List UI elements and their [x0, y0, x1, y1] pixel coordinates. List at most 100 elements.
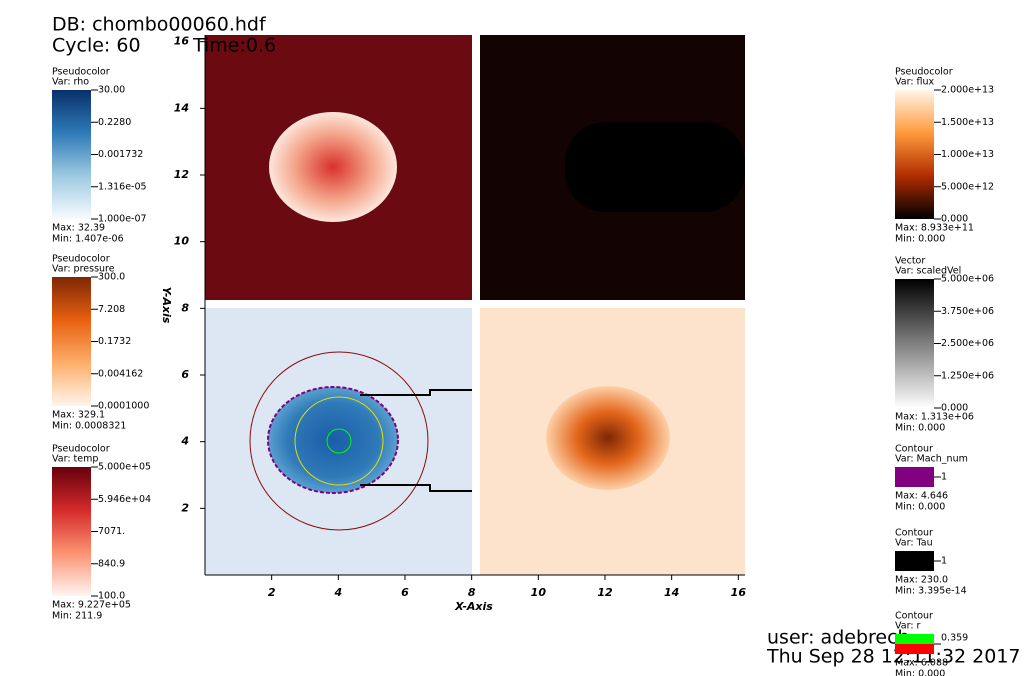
x-tick-label: 12	[597, 586, 613, 599]
y-tick-label: 10	[174, 235, 190, 248]
colorbar-label: 0.000	[941, 403, 968, 414]
x-tick-label: 8	[468, 586, 476, 599]
legend-title: Pseudocolor	[52, 444, 110, 455]
colorbar-label: 840.9	[98, 558, 125, 569]
colorbar-label: 300.0	[98, 272, 125, 283]
contour-swatch	[895, 644, 934, 654]
legend-max: Max: 8.933e+11	[895, 223, 974, 234]
colorbar	[52, 90, 91, 219]
legend-min: Min: 0.000	[895, 502, 945, 513]
user: user: adebrech	[767, 627, 910, 649]
legend-var: Var: temp	[52, 454, 98, 465]
colorbar-label: 5.000e+05	[98, 462, 151, 473]
contour-label: 0.359	[941, 633, 968, 644]
legend-max: Max: 329.1	[52, 410, 105, 421]
legend-min: Min: 211.9	[52, 611, 102, 622]
legend-title: Pseudocolor	[52, 67, 110, 78]
density-blob	[269, 112, 397, 222]
legend-title: Contour	[895, 611, 933, 622]
db-name: DB: chombo00060.hdf	[52, 14, 267, 36]
legend-var: Var: flux	[895, 77, 935, 88]
legend-var: Var: Mach_num	[895, 454, 968, 465]
contour-swatch	[895, 551, 934, 571]
legend-var: Var: Tau	[895, 538, 933, 549]
time: Time:0.6	[192, 35, 276, 57]
legend-min: Min: 0.000	[895, 669, 945, 676]
legend-title: Pseudocolor	[895, 67, 953, 78]
legend-max: Max: 6.088	[895, 658, 948, 669]
colorbar-label: 0.0001000	[98, 401, 149, 412]
colorbar-label: 0.000	[941, 214, 968, 225]
colorbar-label: 3.750e+06	[941, 306, 994, 317]
contour-mach	[267, 386, 399, 494]
y-tick-label: 2	[181, 501, 189, 514]
colorbar-label: 100.0	[98, 591, 125, 602]
legend-max: Max: 230.0	[895, 575, 948, 586]
y-tick-label: 12	[174, 168, 190, 181]
y-tick-label: 8	[181, 301, 189, 314]
colorbar-label: 5.946e+04	[98, 494, 151, 505]
flux-region	[565, 122, 745, 212]
y-tick-label: 14	[174, 101, 189, 114]
contour-tau	[360, 389, 472, 492]
colorbar-label: 5.000e+06	[941, 274, 994, 285]
colorbar-label: 2.000e+13	[941, 85, 994, 96]
colorbar-label: 5.000e+12	[941, 181, 994, 192]
legend-var: Var: scaledVel	[895, 266, 961, 277]
legend-title: Pseudocolor	[52, 254, 110, 265]
y-tick-label: 6	[181, 368, 189, 381]
legend-var: Var: r	[895, 621, 921, 632]
legend-min: Min: 0.000	[895, 234, 945, 245]
legend-min: Min: 1.407e-06	[52, 234, 124, 245]
plot-area	[204, 35, 745, 576]
colorbar-label: 0.2280	[98, 117, 131, 128]
cycle: Cycle: 60	[52, 35, 141, 57]
legend-max: Max: 4.646	[895, 491, 948, 502]
x-tick-label: 6	[401, 586, 409, 599]
colorbar-label: 1.250e+06	[941, 370, 994, 381]
legend-min: Min: 0.0008321	[52, 421, 126, 432]
legend-title: Contour	[895, 444, 933, 455]
colorbar	[52, 467, 91, 596]
x-tick-label: 16	[731, 586, 747, 599]
legend-title: Vector	[895, 256, 925, 267]
pressure-blob	[546, 386, 670, 490]
colorbar-label: 7.208	[98, 304, 125, 315]
contour-green	[326, 428, 352, 454]
contour-yellow	[294, 396, 384, 486]
contour-swatch	[895, 467, 934, 487]
legend-var: Var: rho	[52, 77, 89, 88]
x-tick-label: 14	[664, 586, 679, 599]
contour-label: 1	[941, 556, 947, 567]
y-tick-label: 16	[174, 35, 190, 48]
legend-min: Min: 3.395e-14	[895, 586, 967, 597]
colorbar-label: 1.000e+13	[941, 149, 994, 160]
colorbar	[52, 277, 91, 406]
colorbar	[895, 279, 934, 408]
y-axis-label: Y-Axis	[160, 287, 173, 324]
colorbar-label: 0.001732	[98, 149, 143, 160]
colorbar-label: 1.500e+13	[941, 117, 994, 128]
x-axis-label: X-Axis	[454, 600, 493, 613]
legend-max: Max: 9.227e+05	[52, 600, 131, 611]
date: Thu Sep 28 12:11:32 2017	[766, 646, 1021, 668]
colorbar-label: 0.004162	[98, 368, 143, 379]
contour-r	[249, 351, 429, 531]
x-tick-label: 4	[334, 586, 343, 599]
x-tick-label: 10	[531, 586, 547, 599]
legend-max: Max: 32.39	[52, 223, 105, 234]
legend-max: Max: 1.313e+06	[895, 412, 974, 423]
contour-label: 1	[941, 472, 947, 483]
legend-title: Contour	[895, 528, 933, 539]
colorbar-label: 1.316e-05	[98, 181, 147, 192]
x-tick-label: 2	[268, 586, 276, 599]
colorbar-label: 2.500e+06	[941, 338, 994, 349]
colorbar-label: 7071.	[98, 526, 125, 537]
legend-min: Min: 0.000	[895, 423, 945, 434]
colorbar-label: 30.00	[98, 85, 125, 96]
colorbar-label: 1.000e-07	[98, 214, 147, 225]
colorbar-label: 0.1732	[98, 336, 131, 347]
legend-var: Var: pressure	[52, 264, 115, 275]
contour-swatch	[895, 634, 934, 644]
y-tick-label: 4	[180, 435, 189, 448]
